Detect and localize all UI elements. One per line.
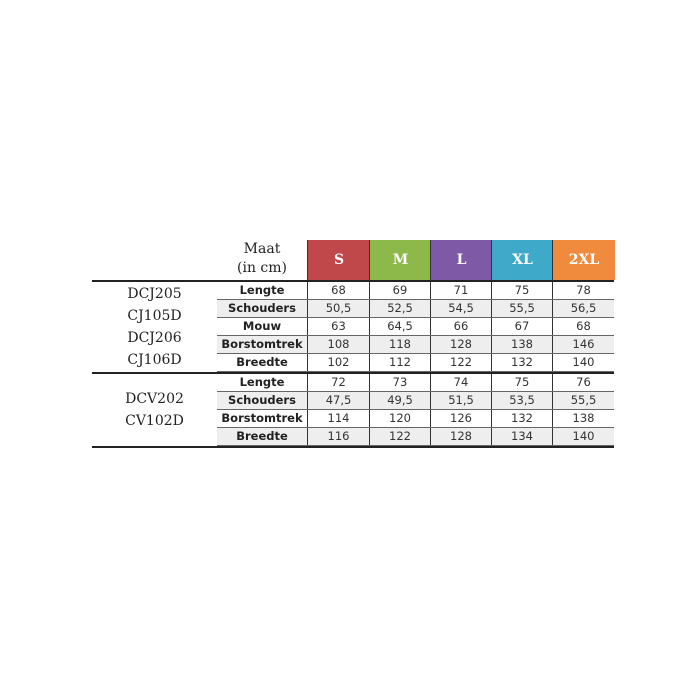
table-row: Borstomtrek 108 118 128 138 146 (217, 336, 614, 354)
table-cell: 54,5 (430, 300, 491, 317)
row-label: Lengte (239, 283, 285, 297)
size-header-2xl: 2XL (552, 240, 615, 280)
size-header-xl: XL (491, 240, 553, 280)
table-cell: 146 (552, 336, 614, 353)
table-cell: 68 (552, 318, 614, 335)
row-label: Borstomtrek (221, 411, 303, 425)
table-cell: 49,5 (369, 392, 430, 409)
table-cell: 52,5 (369, 300, 430, 317)
table-cell: 112 (369, 354, 430, 371)
table-row: Breedte 116 122 128 134 140 (217, 428, 614, 446)
table-cell: 74 (430, 374, 491, 391)
group-divider (92, 372, 614, 374)
table-cell: 66 (430, 318, 491, 335)
size-header-l: L (430, 240, 492, 280)
table-cell: 108 (307, 336, 369, 353)
table-cell: 47,5 (307, 392, 369, 409)
table-cell: 53,5 (491, 392, 552, 409)
row-label: Breedte (236, 429, 288, 443)
table-cell: 126 (430, 410, 491, 427)
table-row: Breedte 102 112 122 132 140 (217, 354, 614, 372)
table-cell: 134 (491, 428, 552, 445)
row-label: Schouders (228, 301, 296, 315)
table-cell: 50,5 (307, 300, 369, 317)
table-cell: 140 (552, 354, 614, 371)
model-code: CV102D (125, 413, 184, 429)
table-row: Lengte 72 73 74 75 76 (217, 374, 614, 392)
table-row: Mouw 63 64,5 66 67 68 (217, 318, 614, 336)
table-cell: 76 (552, 374, 614, 391)
model-code: CJ105D (127, 308, 182, 324)
table-cell: 120 (369, 410, 430, 427)
table-cell: 69 (369, 282, 430, 299)
model-code: DCV202 (125, 391, 184, 407)
row-label: Borstomtrek (221, 337, 303, 351)
table-bottom-border (92, 446, 614, 448)
table-cell: 102 (307, 354, 369, 371)
row-label: Schouders (228, 393, 296, 407)
table-cell: 55,5 (491, 300, 552, 317)
unit-header: Maat (in cm) (217, 240, 307, 280)
row-label: Mouw (242, 319, 282, 333)
table-cell: 72 (307, 374, 369, 391)
model-codes: DCV202 CV102D (92, 388, 217, 432)
table-cell: 71 (430, 282, 491, 299)
size-header-m: M (369, 240, 431, 280)
table-cell: 128 (430, 336, 491, 353)
model-codes: DCJ205 CJ105D DCJ206 CJ106D (92, 283, 217, 371)
table-cell: 67 (491, 318, 552, 335)
table-cell: 118 (369, 336, 430, 353)
table-row: Schouders 47,5 49,5 51,5 53,5 55,5 (217, 392, 614, 410)
table-cell: 122 (369, 428, 430, 445)
table-cell: 140 (552, 428, 614, 445)
table-cell: 75 (491, 374, 552, 391)
table-cell: 132 (491, 410, 552, 427)
table-cell: 122 (430, 354, 491, 371)
size-chart-table: Maat (in cm) S M L XL 2XL Lengte 68 69 71 75 78 Sch… (92, 240, 615, 448)
table-cell: 128 (430, 428, 491, 445)
model-code: CJ106D (127, 352, 182, 368)
table-cell: 73 (369, 374, 430, 391)
table-cell: 56,5 (552, 300, 614, 317)
table-row: Schouders 50,5 52,5 54,5 55,5 56,5 (217, 300, 614, 318)
size-header-s: S (307, 240, 370, 280)
table-cell: 51,5 (430, 392, 491, 409)
group-divider (92, 280, 614, 282)
table-cell: 116 (307, 428, 369, 445)
model-code: DCJ205 (127, 286, 182, 302)
unit-label: (in cm) (237, 260, 287, 276)
table-cell: 138 (552, 410, 614, 427)
maat-label: Maat (243, 241, 281, 257)
row-label: Lengte (239, 375, 285, 389)
table-cell: 78 (552, 282, 614, 299)
row-label: Breedte (236, 355, 288, 369)
model-code: DCJ206 (127, 330, 182, 346)
table-cell: 138 (491, 336, 552, 353)
table-cell: 55,5 (552, 392, 614, 409)
table-cell: 114 (307, 410, 369, 427)
table-row: Borstomtrek 114 120 126 132 138 (217, 410, 614, 428)
table-row: Lengte 68 69 71 75 78 (217, 282, 614, 300)
table-cell: 132 (491, 354, 552, 371)
table-cell: 64,5 (369, 318, 430, 335)
table-cell: 68 (307, 282, 369, 299)
table-cell: 75 (491, 282, 552, 299)
table-cell: 63 (307, 318, 369, 335)
